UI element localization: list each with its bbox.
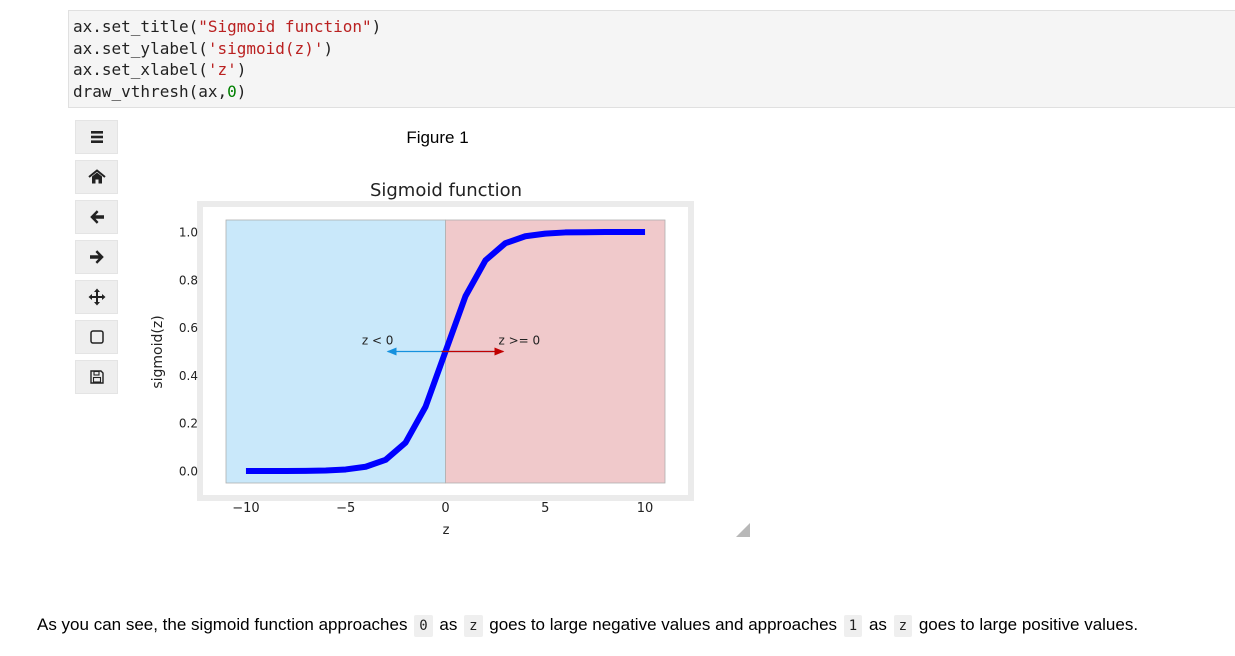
- y-axis-label: sigmoid(z): [150, 315, 166, 388]
- save-icon: [89, 370, 104, 384]
- inline-code: z: [893, 615, 913, 637]
- inline-code: z: [464, 615, 483, 637]
- code-line: ax.set_xlabel('z'): [73, 60, 247, 79]
- y-tick-label: 0.2: [179, 417, 198, 431]
- code-line: ax.set_title("Sigmoid function"): [73, 17, 382, 36]
- menu-button[interactable]: [75, 120, 118, 154]
- y-tick-label: 0.4: [179, 369, 198, 383]
- x-tick-label: −10: [232, 501, 259, 516]
- figure-title: Figure 1: [406, 128, 469, 147]
- code-line: draw_vthresh(ax,0): [73, 82, 247, 101]
- forward-arrow-icon: [89, 250, 104, 264]
- negative-region-label: z < 0: [362, 333, 394, 347]
- back-button[interactable]: [75, 200, 118, 234]
- y-tick-label: 1.0: [179, 225, 198, 239]
- y-tick-label: 0.6: [179, 321, 198, 335]
- menu-icon: [90, 131, 103, 143]
- inline-code: 1: [843, 615, 863, 637]
- pan-icon: [88, 288, 105, 306]
- zoom-rect-button[interactable]: [75, 320, 118, 354]
- x-tick-label: −5: [336, 501, 355, 516]
- positive-region-label: z >= 0: [498, 333, 540, 347]
- pan-button[interactable]: [75, 280, 118, 314]
- resize-handle-icon[interactable]: [736, 523, 750, 537]
- chart-title: Sigmoid function: [370, 180, 522, 201]
- x-tick-label: 10: [637, 501, 654, 516]
- sigmoid-chart[interactable]: −10 −5 0 5 10 0.0 0.2 0.4 0.6 0.8 1.0 z < 0 z >= 0…: [140, 170, 710, 545]
- x-tick-label: 5: [541, 501, 549, 516]
- y-tick-label: 0.0: [179, 465, 198, 479]
- code-cell[interactable]: ax.set_title("Sigmoid function") ax.set_…: [68, 10, 1235, 108]
- inline-code: 0: [414, 615, 433, 637]
- home-icon: [87, 169, 106, 184]
- home-button[interactable]: [75, 160, 118, 194]
- save-button[interactable]: [75, 360, 118, 394]
- zoom-rect-icon: [89, 330, 104, 344]
- markdown-paragraph: As you can see, the sigmoid function app…: [37, 612, 1138, 638]
- x-tick-label: 0: [441, 501, 449, 516]
- y-tick-label: 0.8: [179, 273, 198, 287]
- code-line: ax.set_ylabel('sigmoid(z)'): [73, 39, 334, 58]
- x-axis-label: z: [443, 523, 450, 538]
- forward-button[interactable]: [75, 240, 118, 274]
- back-arrow-icon: [89, 210, 104, 224]
